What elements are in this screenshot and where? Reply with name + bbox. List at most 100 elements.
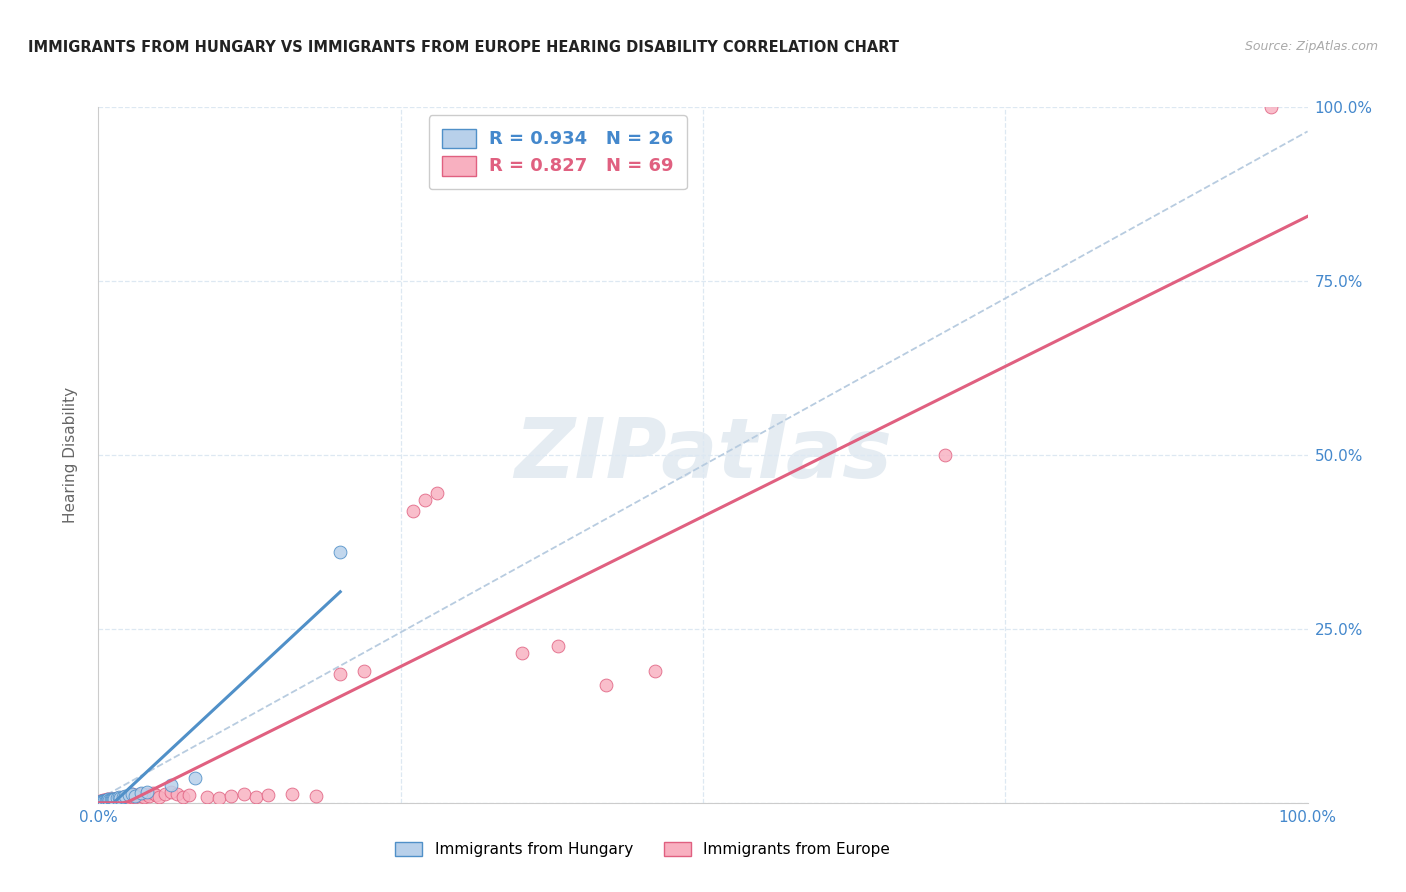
Point	[93, 794, 115, 808]
Point	[103, 793, 125, 807]
Point	[184, 772, 207, 786]
Legend: Immigrants from Hungary, Immigrants from Europe: Immigrants from Hungary, Immigrants from…	[387, 834, 898, 864]
Point	[96, 792, 118, 806]
Point	[232, 788, 254, 802]
Point	[105, 793, 128, 807]
Point	[245, 789, 267, 804]
Point	[90, 794, 112, 808]
Point	[103, 792, 125, 806]
Point	[114, 791, 136, 805]
Point	[100, 793, 122, 807]
Point	[1260, 100, 1282, 114]
Point	[153, 787, 176, 801]
Point	[94, 793, 117, 807]
Point	[98, 793, 121, 807]
Point	[97, 792, 120, 806]
Point	[108, 793, 131, 807]
Point	[281, 787, 304, 801]
Point	[100, 792, 122, 806]
Point	[89, 794, 111, 808]
Point	[135, 788, 157, 802]
Point	[644, 664, 666, 678]
Point	[934, 448, 956, 462]
Point	[329, 667, 352, 681]
Point	[402, 503, 425, 517]
Point	[89, 795, 111, 809]
Point	[118, 789, 141, 803]
Point	[160, 778, 183, 792]
Point	[329, 545, 352, 559]
Point	[114, 789, 136, 803]
Point	[413, 493, 436, 508]
Point	[91, 794, 114, 808]
Point	[91, 794, 114, 808]
Point	[426, 486, 449, 500]
Point	[91, 793, 114, 807]
Point	[108, 791, 131, 805]
Text: IMMIGRANTS FROM HUNGARY VS IMMIGRANTS FROM EUROPE HEARING DISABILITY CORRELATION: IMMIGRANTS FROM HUNGARY VS IMMIGRANTS FR…	[28, 40, 898, 55]
Point	[107, 792, 129, 806]
Point	[97, 794, 120, 808]
Point	[179, 788, 201, 802]
Point	[91, 794, 114, 808]
Point	[114, 789, 136, 804]
Point	[221, 789, 243, 803]
Point	[124, 789, 146, 803]
Point	[111, 790, 134, 805]
Point	[134, 790, 156, 805]
Point	[108, 790, 131, 805]
Point	[547, 639, 569, 653]
Point	[172, 790, 194, 805]
Point	[208, 791, 231, 805]
Point	[121, 790, 143, 805]
Point	[91, 794, 114, 808]
Point	[94, 794, 117, 808]
Text: Source: ZipAtlas.com: Source: ZipAtlas.com	[1244, 40, 1378, 54]
Point	[96, 794, 118, 808]
Point	[98, 793, 121, 807]
Point	[93, 794, 115, 808]
Point	[510, 646, 533, 660]
Point	[166, 788, 188, 802]
Point	[97, 792, 120, 806]
Point	[101, 794, 124, 808]
Point	[256, 788, 278, 802]
Point	[94, 793, 117, 807]
Point	[353, 664, 375, 678]
Point	[91, 794, 114, 808]
Point	[145, 788, 167, 802]
Point	[129, 787, 152, 801]
Text: ZIPatlas: ZIPatlas	[515, 415, 891, 495]
Point	[105, 791, 128, 805]
Point	[101, 791, 124, 805]
Point	[138, 789, 160, 803]
Point	[121, 788, 143, 802]
Point	[118, 788, 141, 802]
Point	[111, 789, 134, 804]
Point	[195, 790, 218, 805]
Point	[104, 791, 127, 805]
Point	[121, 788, 143, 802]
Point	[595, 677, 617, 691]
Point	[105, 791, 128, 805]
Point	[135, 785, 157, 799]
Point	[305, 789, 328, 803]
Point	[129, 789, 152, 803]
Point	[124, 789, 146, 804]
Point	[111, 792, 134, 806]
Point	[100, 792, 122, 806]
Y-axis label: Hearing Disability: Hearing Disability	[63, 387, 77, 523]
Point	[101, 792, 124, 806]
Point	[160, 785, 183, 799]
Point	[96, 793, 118, 807]
Point	[90, 794, 112, 808]
Point	[100, 794, 122, 808]
Point	[90, 795, 112, 809]
Point	[129, 786, 152, 800]
Point	[100, 791, 122, 805]
Point	[142, 786, 165, 800]
Point	[108, 791, 131, 805]
Point	[148, 789, 170, 804]
Point	[127, 788, 149, 802]
Point	[118, 791, 141, 805]
